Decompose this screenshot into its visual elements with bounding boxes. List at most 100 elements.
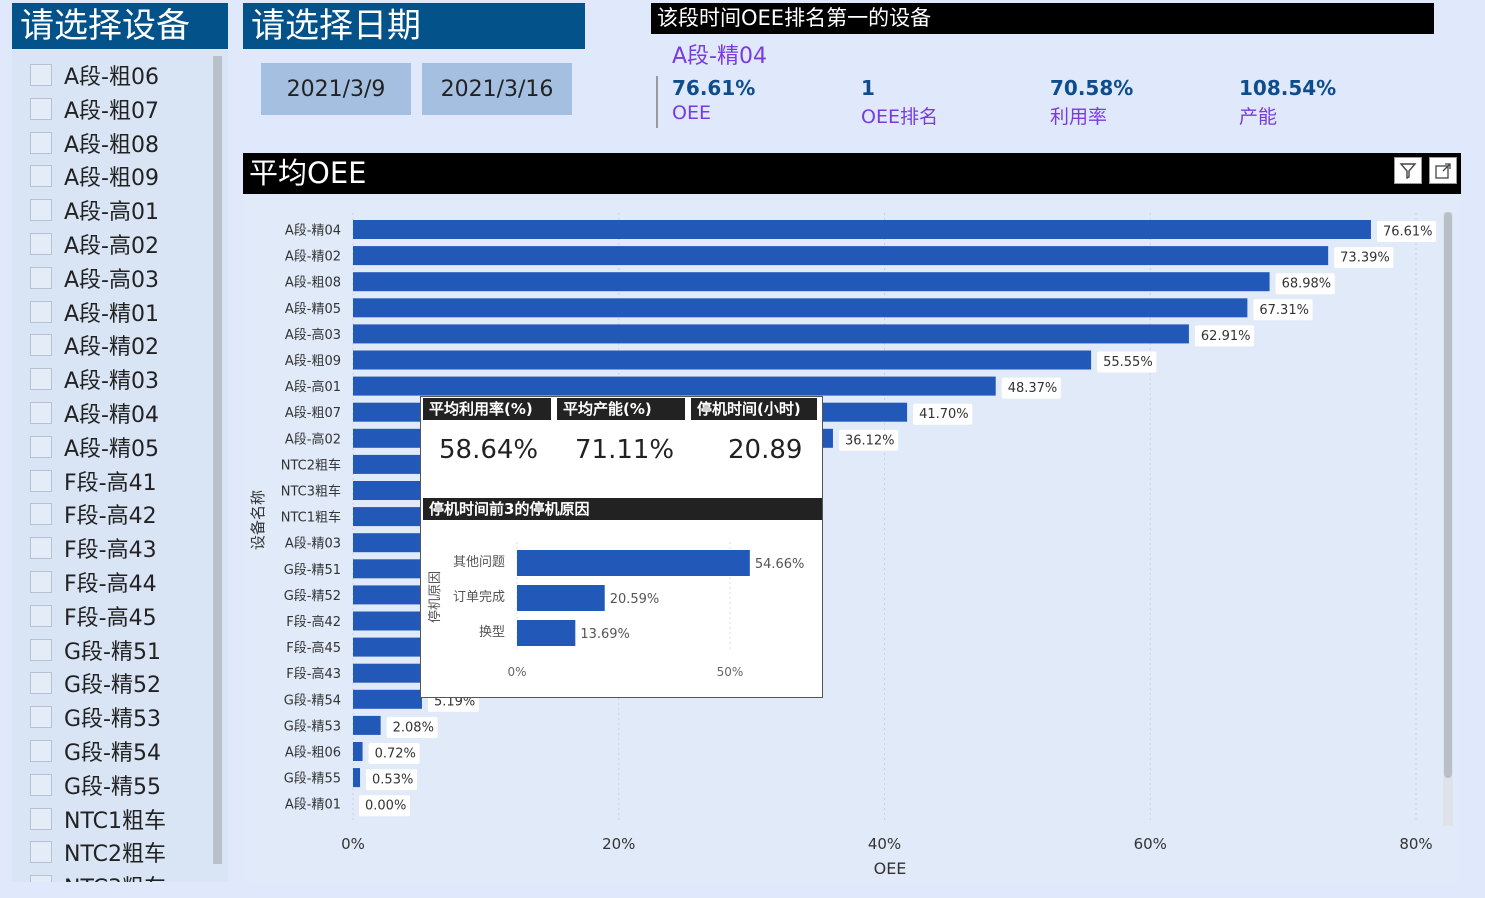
oee-bar[interactable] [353,350,1092,370]
device-checkbox[interactable] [30,233,52,255]
device-checkbox[interactable] [30,435,52,458]
device-option[interactable]: NTC1粗车 [30,804,166,834]
device-checkbox[interactable] [30,706,52,729]
end-date-input[interactable]: 2021/3/16 [422,63,572,115]
start-date-input[interactable]: 2021/3/9 [261,63,411,115]
device-option-label: F段-高44 [64,572,157,597]
device-checkbox[interactable] [30,64,52,86]
device-option[interactable]: A段-高01 [30,195,159,225]
expand-icon [1435,162,1451,179]
device-checkbox[interactable] [30,469,52,492]
device-checkbox[interactable] [30,875,52,882]
device-option[interactable]: A段-精04 [30,398,159,428]
device-option-label: A段-精03 [64,369,159,395]
device-checkbox[interactable] [30,773,52,796]
device-option[interactable]: A段-粗08 [30,128,159,158]
oee-bar[interactable] [353,246,1329,266]
device-option[interactable]: A段-高03 [30,263,159,293]
kpi-value: 70.58% [1050,76,1134,100]
data-label: 76.61% [1383,225,1433,240]
y-category-label: A段-粗09 [285,354,341,369]
oee-bar[interactable] [353,715,381,735]
device-option[interactable]: F段-高44 [30,567,157,597]
y-category-label: A段-精04 [285,224,341,239]
device-option[interactable]: F段-高41 [30,466,157,496]
device-option-label: G段-精53 [64,707,161,733]
y-category-label: F段-高42 [286,614,341,630]
y-category-label: G段-精53 [284,719,341,734]
device-option-label: A段-粗08 [64,132,159,158]
device-option[interactable]: A段-粗06 [30,60,159,90]
y-category-label: F段-高45 [286,640,341,656]
device-list[interactable]: A段-粗06 A段-粗07 A段-粗08 A段-粗09 A段-高01 A段-高02 A段-高… [12,50,228,882]
filter-icon [1399,162,1417,179]
device-option[interactable]: F段-高43 [30,533,157,563]
downtime-reason-bar [517,620,576,646]
device-checkbox[interactable] [30,131,52,154]
device-option[interactable]: A段-粗07 [30,94,159,124]
kpi-divider [656,76,658,128]
device-option[interactable]: A段-精01 [30,297,159,327]
focus-mode-button[interactable] [1429,157,1457,184]
device-checkbox[interactable] [30,199,52,222]
device-checkbox[interactable] [30,638,52,661]
tooltip-metric-label: 平均产能(%) [557,398,685,420]
oee-bar[interactable] [353,768,361,788]
device-checkbox[interactable] [30,571,52,593]
device-checkbox[interactable] [30,841,52,864]
device-checkbox[interactable] [30,672,52,695]
device-option[interactable]: F段-高45 [30,601,157,631]
device-option[interactable]: A段-精03 [30,364,159,394]
data-label-bg [366,769,418,791]
top-device-name: A段-精04 [672,44,767,69]
device-option[interactable]: G段-精55 [30,770,161,800]
device-checkbox[interactable] [30,740,52,762]
device-list-scrollbar[interactable] [213,56,222,864]
data-label: 2.08% [393,720,434,735]
oee-bar[interactable] [353,324,1189,344]
device-checkbox[interactable] [30,402,52,424]
oee-bar[interactable] [353,272,1270,292]
data-label-bg [1334,247,1394,269]
device-option[interactable]: NTC3粗车 [30,871,166,882]
oee-bar[interactable] [353,742,363,761]
device-option-label: A段-高03 [64,267,159,293]
device-checkbox[interactable] [30,537,52,560]
oee-bar[interactable] [353,689,422,709]
oee-chart[interactable]: 0% 20% 40% 60% 80% A段-精04 76.61% A段-精02 73.39% A段… [243,195,1461,883]
data-label: 41.70% [919,407,969,422]
device-checkbox[interactable] [30,97,52,120]
data-label: 13.69% [580,627,630,642]
device-checkbox[interactable] [30,300,52,323]
device-checkbox[interactable] [30,165,52,188]
device-option[interactable]: G段-精54 [30,736,161,766]
device-checkbox[interactable] [30,266,52,289]
device-option[interactable]: G段-精53 [30,702,161,732]
y-category-label: A段-高03 [285,327,341,343]
oee-bar[interactable] [353,220,1371,239]
filter-button[interactable] [1394,157,1422,184]
device-checkbox[interactable] [30,334,52,357]
device-option[interactable]: A段-精02 [30,330,159,360]
device-checkbox[interactable] [30,604,52,627]
device-option-label: G段-精54 [64,741,161,766]
device-checkbox[interactable] [30,368,52,391]
device-option[interactable]: F段-高42 [30,499,157,529]
data-label: 54.66% [755,557,805,572]
device-option-label: NTC2粗车 [64,842,166,868]
device-checkbox[interactable] [30,503,52,526]
device-option[interactable]: A段-高02 [30,229,159,259]
device-option-label: A段-精04 [64,403,159,428]
oee-bar[interactable] [353,376,996,396]
kpi-value: 1 [861,76,875,100]
chart-scrollbar-thumb[interactable] [1444,212,1452,778]
kpi-capacity: 108.54% 产能 [1239,76,1336,129]
device-checkbox[interactable] [30,807,52,830]
oee-bar[interactable] [353,298,1248,318]
device-option[interactable]: G段-精51 [30,635,161,665]
device-selector-title: 请选择设备 [12,3,228,49]
device-option[interactable]: G段-精52 [30,668,161,698]
device-option[interactable]: A段-精05 [30,432,159,462]
device-option[interactable]: A段-粗09 [30,161,159,191]
device-option[interactable]: NTC2粗车 [30,837,166,867]
